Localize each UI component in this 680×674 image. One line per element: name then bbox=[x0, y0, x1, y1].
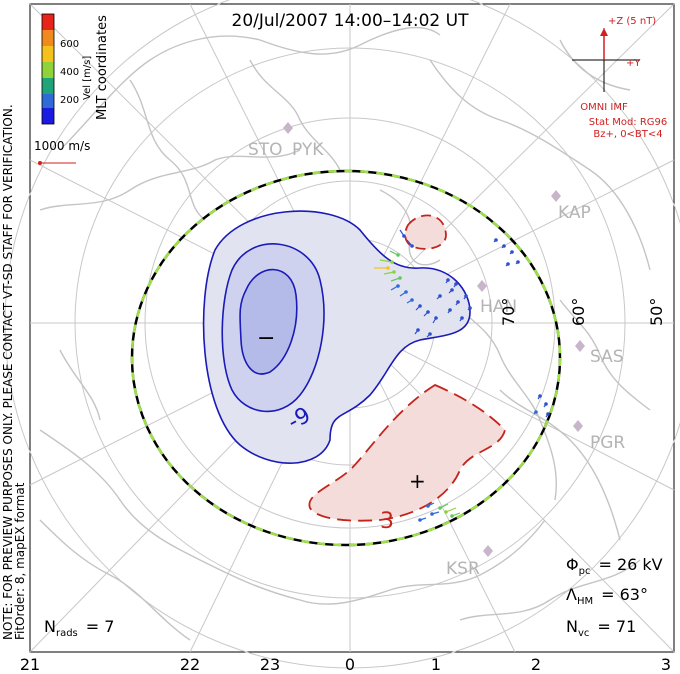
vector-line bbox=[414, 329, 419, 335]
plot-title: 20/Jul/2007 14:00–14:02 UT bbox=[232, 11, 470, 31]
vector-line bbox=[406, 299, 413, 304]
phi-pc-stat: Φpc = 26 kV bbox=[566, 555, 663, 577]
vector-line bbox=[415, 305, 421, 311]
vector-line bbox=[390, 285, 399, 291]
station-marker-pgr bbox=[573, 420, 583, 432]
station-label-pgr: PGR bbox=[590, 433, 625, 453]
vector-line bbox=[390, 277, 401, 282]
velocity-vectors bbox=[374, 229, 550, 522]
vector-line bbox=[445, 279, 449, 284]
colorbar-ticks: 600 400 200 bbox=[60, 39, 79, 106]
coordinate-system-label: MLT coordinates bbox=[95, 15, 110, 120]
vector-line bbox=[505, 263, 509, 267]
vector-line bbox=[427, 502, 435, 507]
imf-labels: +Z (5 nT) +Y OMNI IMF Stat Mod: RG96 Bz+… bbox=[580, 16, 667, 140]
potential-max-marker: + bbox=[409, 469, 426, 493]
velocity-colorbar bbox=[41, 13, 55, 125]
nvc-stat: Nvc = 71 bbox=[566, 617, 636, 639]
station-label-pyk: PYK bbox=[292, 140, 324, 160]
vector-line bbox=[399, 229, 405, 237]
imf-bz-label: +Z (5 nT) bbox=[608, 16, 656, 27]
station-label-kap: KAP bbox=[558, 203, 591, 223]
vector-line bbox=[537, 395, 541, 400]
vector-line bbox=[447, 309, 451, 314]
vector-line bbox=[383, 271, 395, 275]
station-marker-kap bbox=[551, 190, 561, 202]
vector-line bbox=[432, 317, 437, 324]
vector-line bbox=[493, 239, 497, 243]
latitude-label-70: 70° bbox=[499, 298, 518, 326]
vector-line bbox=[451, 512, 461, 517]
station-labels: STO PYK KAP SAS PGR KSR HAN bbox=[248, 140, 625, 579]
vector-line bbox=[389, 250, 399, 256]
vector-line bbox=[431, 511, 440, 515]
colorbar-tick-600: 600 bbox=[60, 39, 79, 50]
dawn-cell-contour bbox=[308, 383, 506, 522]
colorbar-tick-200: 200 bbox=[60, 95, 79, 106]
vector-line bbox=[419, 517, 427, 521]
vector-line bbox=[453, 283, 457, 288]
vector-line bbox=[501, 245, 505, 249]
reference-vector-label: 1000 m/s bbox=[34, 139, 90, 153]
potential-min-marker: − bbox=[257, 326, 275, 351]
vector-line bbox=[533, 411, 537, 415]
dawn-small-contour bbox=[404, 214, 447, 250]
station-marker-ksr bbox=[483, 545, 493, 557]
vector-line bbox=[515, 261, 519, 265]
dusk-cell-inner-contour bbox=[239, 268, 298, 375]
vector-line bbox=[543, 403, 547, 408]
fit-statistics: Φpc = 26 kV ΛHM = 63° Nvc = 71 Nrads = 7 bbox=[44, 555, 663, 639]
imf-source: OMNI IMF bbox=[580, 102, 628, 113]
stat-model: Stat Mod: RG96 bbox=[589, 117, 668, 128]
mlt-label-3: 3 bbox=[661, 655, 671, 674]
vector-line bbox=[423, 311, 429, 317]
station-marker-sto-pyk bbox=[283, 122, 293, 134]
mlt-axis-labels: 21 22 23 0 1 2 3 bbox=[20, 655, 671, 674]
station-label-sas: SAS bbox=[590, 347, 624, 367]
station-label-han: HAN bbox=[480, 297, 517, 317]
imf-clock bbox=[572, 28, 640, 92]
latitude-label-50: 50° bbox=[647, 298, 666, 326]
latitude-labels: 70° 60° 50° bbox=[499, 298, 666, 326]
fit-order-note: FitOrder: 8, mapEX format bbox=[13, 482, 27, 640]
vector-line bbox=[379, 259, 393, 263]
lambda-hm-stat: ΛHM = 63° bbox=[566, 585, 648, 607]
vector-line bbox=[436, 295, 441, 300]
vector-line bbox=[459, 317, 463, 322]
station-label-ksr: KSR bbox=[446, 559, 480, 579]
colorbar-tick-400: 400 bbox=[60, 67, 79, 78]
imf-by-label: +Y bbox=[626, 58, 641, 69]
latitude-label-60: 60° bbox=[569, 298, 588, 326]
vector-line bbox=[448, 289, 453, 294]
vector-line bbox=[399, 291, 407, 297]
vector-line bbox=[426, 333, 431, 338]
reference-vector bbox=[38, 161, 76, 165]
preview-note: NOTE: FOR PREVIEW PURPOSES ONLY. PLEASE … bbox=[1, 104, 15, 640]
vector-line bbox=[509, 251, 513, 255]
colorbar-label: Vel [m/s] bbox=[82, 56, 93, 100]
nrads-stat: Nrads = 7 bbox=[44, 617, 114, 639]
vector-line bbox=[463, 295, 467, 300]
mlt-label-2: 2 bbox=[531, 655, 541, 674]
mlt-label-1: 1 bbox=[431, 655, 441, 674]
stat-model-condition: Bz+, 0<BT<4 bbox=[593, 129, 662, 140]
station-marker-sas bbox=[575, 340, 585, 352]
vector-line bbox=[406, 239, 413, 247]
mlt-label-22: 22 bbox=[180, 655, 200, 674]
mlt-label-23: 23 bbox=[260, 655, 280, 674]
station-marker-han bbox=[477, 280, 487, 292]
mlt-label-21: 21 bbox=[20, 655, 40, 674]
contour-label-positive: 3 bbox=[380, 509, 394, 534]
station-markers bbox=[283, 122, 585, 557]
station-label-sto: STO bbox=[248, 140, 283, 160]
vector-line bbox=[445, 507, 457, 513]
vector-line bbox=[439, 503, 449, 509]
mlt-label-0: 0 bbox=[345, 655, 355, 674]
vector-line bbox=[455, 301, 459, 306]
vector-line bbox=[467, 307, 471, 311]
coastlines bbox=[39, 27, 651, 641]
hm-boundary-dash bbox=[130, 169, 562, 547]
vector-line bbox=[545, 413, 549, 418]
